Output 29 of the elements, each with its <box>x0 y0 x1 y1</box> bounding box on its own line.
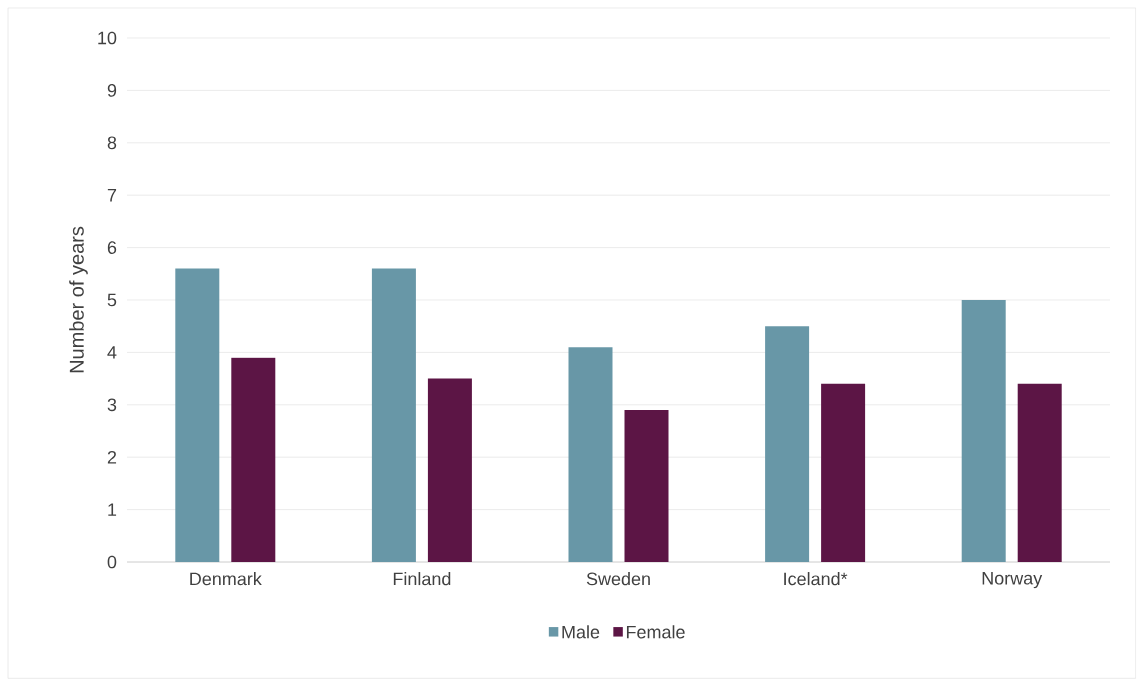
y-tick-label: 6 <box>107 241 117 254</box>
bar <box>231 357 276 562</box>
legend-label: Female <box>626 625 685 639</box>
y-tick-label: 1 <box>108 503 117 516</box>
bar <box>624 410 669 562</box>
y-tick-label: 0 <box>107 555 117 569</box>
y-tick-label: 4 <box>107 346 117 359</box>
bar <box>427 378 472 562</box>
x-tick-label: Iceland* <box>784 572 848 586</box>
bar <box>1017 383 1062 562</box>
bar <box>175 268 220 562</box>
y-tick-label: 9 <box>107 84 117 97</box>
bar <box>765 326 810 562</box>
legend-label: Male <box>562 625 600 639</box>
y-tick-label: 5 <box>107 293 117 307</box>
y-tick-label: 7 <box>107 189 117 202</box>
bar <box>568 347 613 562</box>
x-tick-label: Denmark <box>190 572 262 586</box>
y-tick-label: 3 <box>107 398 117 412</box>
bar <box>961 300 1006 562</box>
x-tick-label: Sweden <box>586 572 650 586</box>
x-tick-label: Norway <box>982 572 1043 589</box>
y-axis-title: Number of years <box>69 226 88 373</box>
y-tick-label: 10 <box>98 31 117 45</box>
x-tick-label: Finland <box>393 572 451 586</box>
bar <box>371 268 416 562</box>
y-tick-label: 2 <box>107 450 117 464</box>
bar <box>821 383 866 562</box>
y-tick-label: 8 <box>107 136 117 150</box>
